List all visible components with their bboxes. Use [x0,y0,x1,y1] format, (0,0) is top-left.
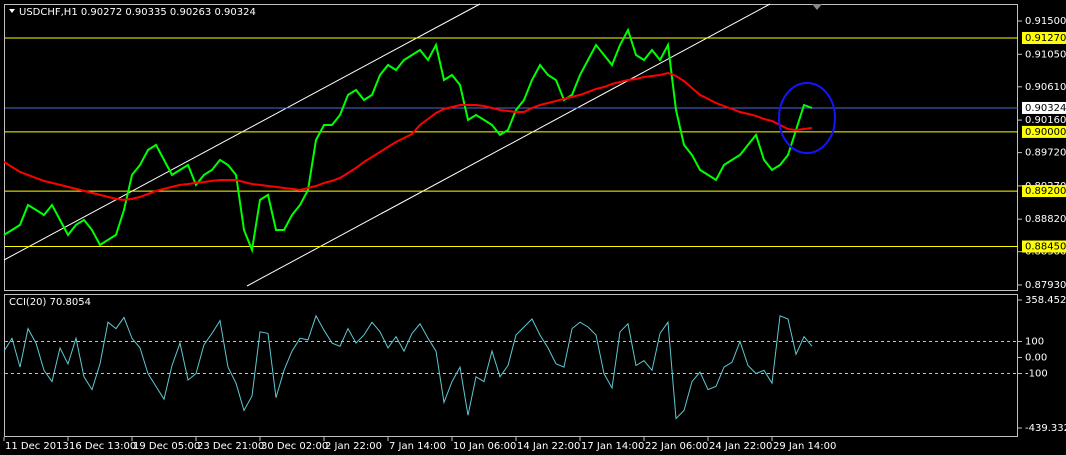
level-box [1022,101,1066,114]
y-tick-label: 0.87930 [1025,280,1066,291]
y-tick-label: 0.91050 [1025,49,1066,60]
level-box [1022,240,1066,253]
channel-line-lower [246,3,771,287]
level-label: 0.88450 [1025,242,1066,253]
y-tick-label: -439.3325 [1025,423,1066,434]
x-tick-label: 19 Dec 05:00 [133,441,200,452]
price-panel-frame [4,4,1018,291]
x-tick-label: 30 Dec 02:00 [261,441,328,452]
x-tick-label: 17 Jan 14:00 [581,441,644,452]
level-box [1022,185,1066,198]
x-tick-label: 29 Jan 14:00 [773,441,836,452]
y-tick-label: 358.4522 [1025,295,1066,306]
y-tick-label: -100 [1025,369,1048,380]
plot-layer: 0.91500 0.91050 0.90610 0.90160 0.89720 0.892… [3,16,1066,452]
x-tick-label: 23 Dec 21:00 [197,441,264,452]
x-tick-label: 2 Jan 22:00 [325,441,382,452]
x-tick-label: 16 Dec 13:00 [69,441,136,452]
highlight-circle [778,82,836,154]
x-tick-label: 7 Jan 14:00 [389,441,446,452]
level-label: 0.90324 [1025,103,1066,114]
y-tick-label: 0.90160 [1025,115,1066,126]
level-label: 0.89200 [1025,186,1066,197]
x-tick-label: 24 Jan 22:00 [709,441,772,452]
indicator-title: CCI(20) 70.8054 [9,297,91,308]
y-tick-label: 0.88820 [1025,214,1066,225]
y-tick-label: 0.00 [1025,353,1047,364]
cci-panel-frame [4,294,1018,437]
x-tick-label: 10 Jan 06:00 [453,441,516,452]
chart-title: USDCHF,H1 0.90272 0.90335 0.90263 0.9032… [19,7,256,18]
x-tick-label: 14 Jan 22:00 [517,441,580,452]
series-line [3,71,813,201]
x-tick-label: 22 Jan 06:00 [645,441,708,452]
menu-triangle [9,9,15,13]
x-tick-label: 11 Dec 2013 [5,441,69,452]
y-tick-label: 0.91500 [1025,16,1066,27]
series-line [3,314,813,420]
y-tick-label: 100 [1025,336,1044,347]
y-tick-label: 0.90610 [1025,82,1066,93]
level-label: 0.90000 [1025,127,1066,138]
shift-marker [812,4,822,10]
level-box [1022,125,1066,138]
level-box [1022,32,1066,45]
series-line [3,27,813,254]
y-tick-label: 0.89720 [1025,148,1066,159]
level-label: 0.91270 [1025,33,1066,44]
